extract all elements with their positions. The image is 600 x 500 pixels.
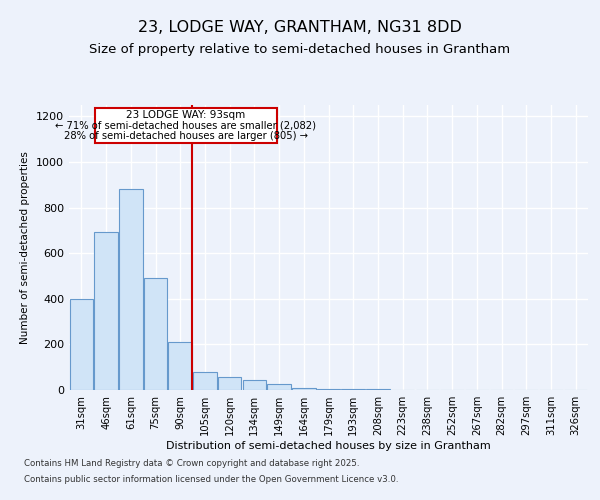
Bar — [193, 372, 217, 390]
Text: Contains HM Land Registry data © Crown copyright and database right 2025.: Contains HM Land Registry data © Crown c… — [24, 460, 359, 468]
Y-axis label: Number of semi-detached properties: Number of semi-detached properties — [20, 151, 31, 344]
Text: Contains public sector information licensed under the Open Government Licence v3: Contains public sector information licen… — [24, 476, 398, 484]
Bar — [242, 380, 266, 390]
Bar — [317, 389, 340, 390]
Bar — [218, 378, 241, 390]
Bar — [119, 190, 143, 390]
Bar — [341, 389, 365, 390]
Bar — [268, 384, 291, 390]
Text: ← 71% of semi-detached houses are smaller (2,082): ← 71% of semi-detached houses are smalle… — [55, 120, 316, 130]
FancyBboxPatch shape — [95, 108, 277, 144]
Bar — [94, 232, 118, 390]
Text: 23 LODGE WAY: 93sqm: 23 LODGE WAY: 93sqm — [126, 110, 245, 120]
Bar — [292, 388, 316, 390]
Bar — [169, 342, 192, 390]
Text: Size of property relative to semi-detached houses in Grantham: Size of property relative to semi-detach… — [89, 44, 511, 57]
Text: 28% of semi-detached houses are larger (805) →: 28% of semi-detached houses are larger (… — [64, 131, 308, 141]
Text: 23, LODGE WAY, GRANTHAM, NG31 8DD: 23, LODGE WAY, GRANTHAM, NG31 8DD — [138, 20, 462, 35]
Bar — [144, 278, 167, 390]
X-axis label: Distribution of semi-detached houses by size in Grantham: Distribution of semi-detached houses by … — [166, 441, 491, 451]
Bar — [70, 299, 93, 390]
